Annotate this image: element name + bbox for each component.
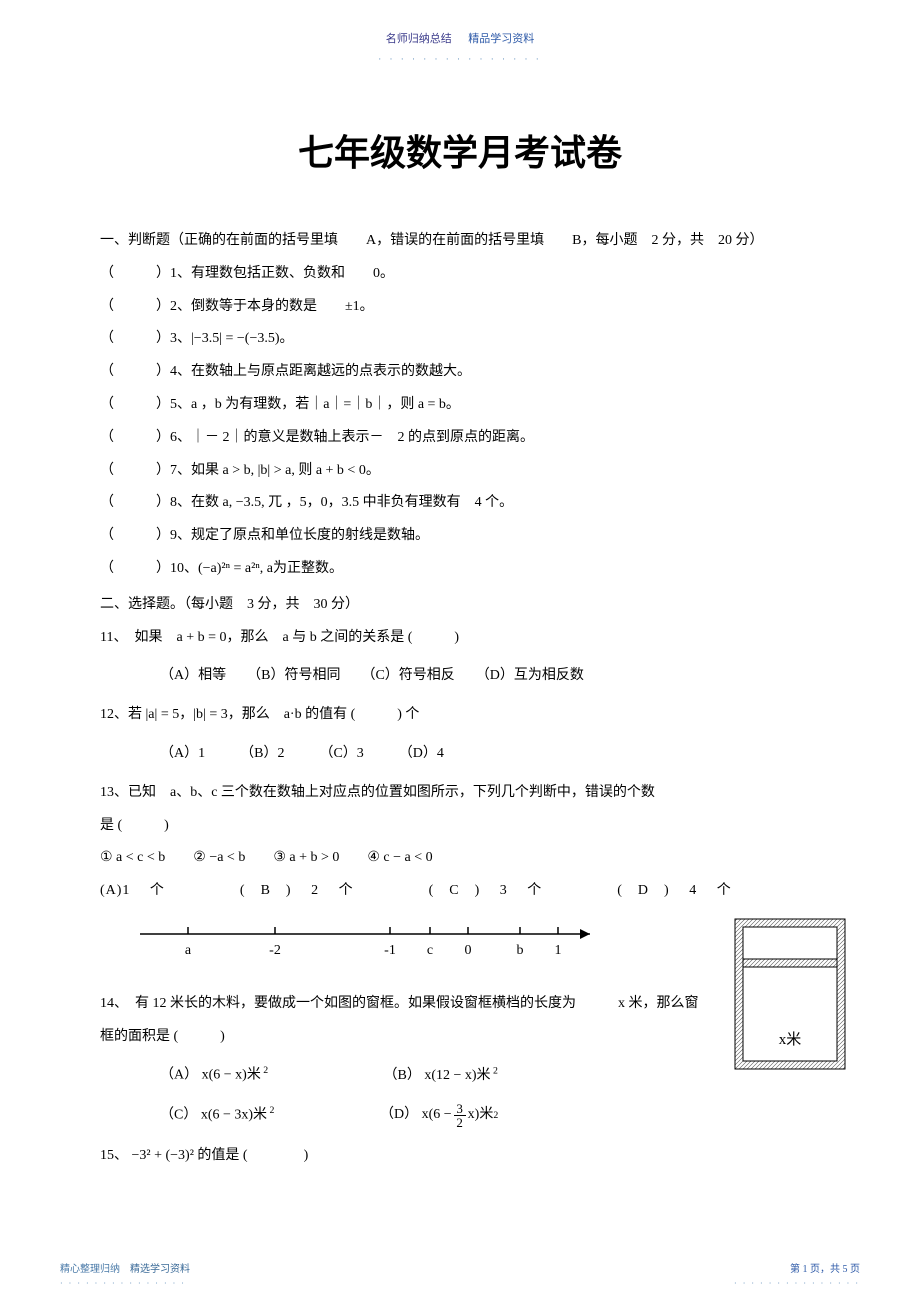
header-right: 精品学习资料 <box>468 33 534 45</box>
svg-text:1: 1 <box>555 943 562 958</box>
svg-text:0: 0 <box>465 943 472 958</box>
q11-options: （A）相等 （B）符号相同 （C）符号相反 （D）互为相反数 <box>100 661 820 692</box>
number-line-diagram: a -2 -1 c 0 b 1 <box>120 919 620 969</box>
q14-row2: （C） x(6 − 3x)米 2 （D） x(6 − 3 2 x)米 2 <box>100 1100 820 1131</box>
svg-text:b: b <box>517 943 524 958</box>
q10: （ ）10、(−a)²ⁿ = a²ⁿ, a为正整数。 <box>100 554 820 585</box>
header-left: 名师归纳总结 <box>386 33 452 45</box>
window-diagram: x米 <box>730 914 850 1074</box>
window-label: x米 <box>779 1031 802 1048</box>
q4: （ ）4、在数轴上与原点距离越远的点表示的数越大。 <box>100 357 820 388</box>
q14-opt-a: （A） x(6 − x)米 2 <box>160 1060 380 1091</box>
section1-heading: 一、判断题（正确的在前面的括号里填 A，错误的在前面的括号里填 B，每小题 2 … <box>100 226 820 257</box>
q10-prefix: （ ）10、 <box>100 561 198 576</box>
svg-text:-1: -1 <box>384 943 396 958</box>
q10-formula: (−a)²ⁿ = a²ⁿ, a为正整数。 <box>198 561 343 576</box>
q7: （ ）7、如果 a > b, |b| > a, 则 a + b < 0。 <box>100 456 820 487</box>
document-title: 七年级数学月考试卷 <box>60 124 860 176</box>
q15: 15、 −3² + (−3)² 的值是 ( ) <box>100 1141 820 1172</box>
svg-text:c: c <box>427 943 433 958</box>
q14-cont: 框的面积是 ( ) <box>100 1022 820 1053</box>
q12: 12、若 |a| = 5，|b| = 3，那么 a·b 的值有 ( ) 个 <box>100 700 820 731</box>
q14-opt-b: （B） x(12 − x)米 2 <box>384 1068 498 1083</box>
document-body: 一、判断题（正确的在前面的括号里填 A，错误的在前面的括号里填 B，每小题 2 … <box>60 226 860 1172</box>
section2-heading: 二、选择题。（每小题 3 分，共 30 分） <box>100 590 820 621</box>
footer-dots-right: · · · · · · · · · · · · · · · <box>734 1279 860 1288</box>
q14: 14、 有 12 米长的木料，要做成一个如图的窗框。如果假设窗框横档的长度为 x… <box>100 989 820 1020</box>
page-header: 名师归纳总结 精品学习资料 <box>60 30 860 46</box>
header-dots: · · · · · · · · · · · · · · · <box>60 54 860 64</box>
q1: （ ）1、有理数包括正数、负数和 0。 <box>100 259 820 290</box>
q2: （ ）2、倒数等于本身的数是 ±1。 <box>100 292 820 323</box>
q3: （ ）3、|−3.5| = −(−3.5)。 <box>100 324 820 355</box>
q9: （ ）9、规定了原点和单位长度的射线是数轴。 <box>100 521 820 552</box>
footer-left: 精心整理归纳 精选学习资料 <box>60 1264 190 1275</box>
q13-options: (A)1 个 ( B ) 2 个 ( C ) 3 个 ( D ) 4 个 <box>100 876 820 907</box>
svg-text:-2: -2 <box>269 943 281 958</box>
q14-opt-d: （D） x(6 − 3 2 x)米 2 <box>380 1100 498 1131</box>
footer-dots-left: · · · · · · · · · · · · · · · <box>60 1279 186 1288</box>
q11: 11、 如果 a + b = 0，那么 a 与 b 之间的关系是 ( ) <box>100 623 820 654</box>
q6: （ ）6、｜－ 2｜的意义是数轴上表示－ 2 的点到原点的距离。 <box>100 423 820 454</box>
q12-options: （A）1 （B）2 （C）3 （D）4 <box>100 739 820 770</box>
q5: （ ）5、a ，b 为有理数，若｜a｜=｜b｜，则 a = b。 <box>100 390 820 421</box>
q14-row1: （A） x(6 − x)米 2 （B） x(12 − x)米 2 <box>100 1060 820 1091</box>
q13-statements: ① a < c < b ② −a < b ③ a + b > 0 ④ c − a… <box>100 843 820 874</box>
q13-cont: 是 ( ) <box>100 811 820 842</box>
svg-text:a: a <box>185 943 192 958</box>
page-footer: 精心整理归纳 精选学习资料 第 1 页，共 5 页 <box>60 1260 860 1275</box>
q14-opt-c: （C） x(6 − 3x)米 2 <box>160 1100 380 1131</box>
q8: （ ）8、在数 a, −3.5, 兀 ，5，0，3.5 中非负有理数有 4 个。 <box>100 488 820 519</box>
q13: 13、已知 a、b、c 三个数在数轴上对应点的位置如图所示，下列几个判断中，错误… <box>100 778 820 809</box>
footer-page-number: 第 1 页，共 5 页 <box>790 1260 860 1275</box>
